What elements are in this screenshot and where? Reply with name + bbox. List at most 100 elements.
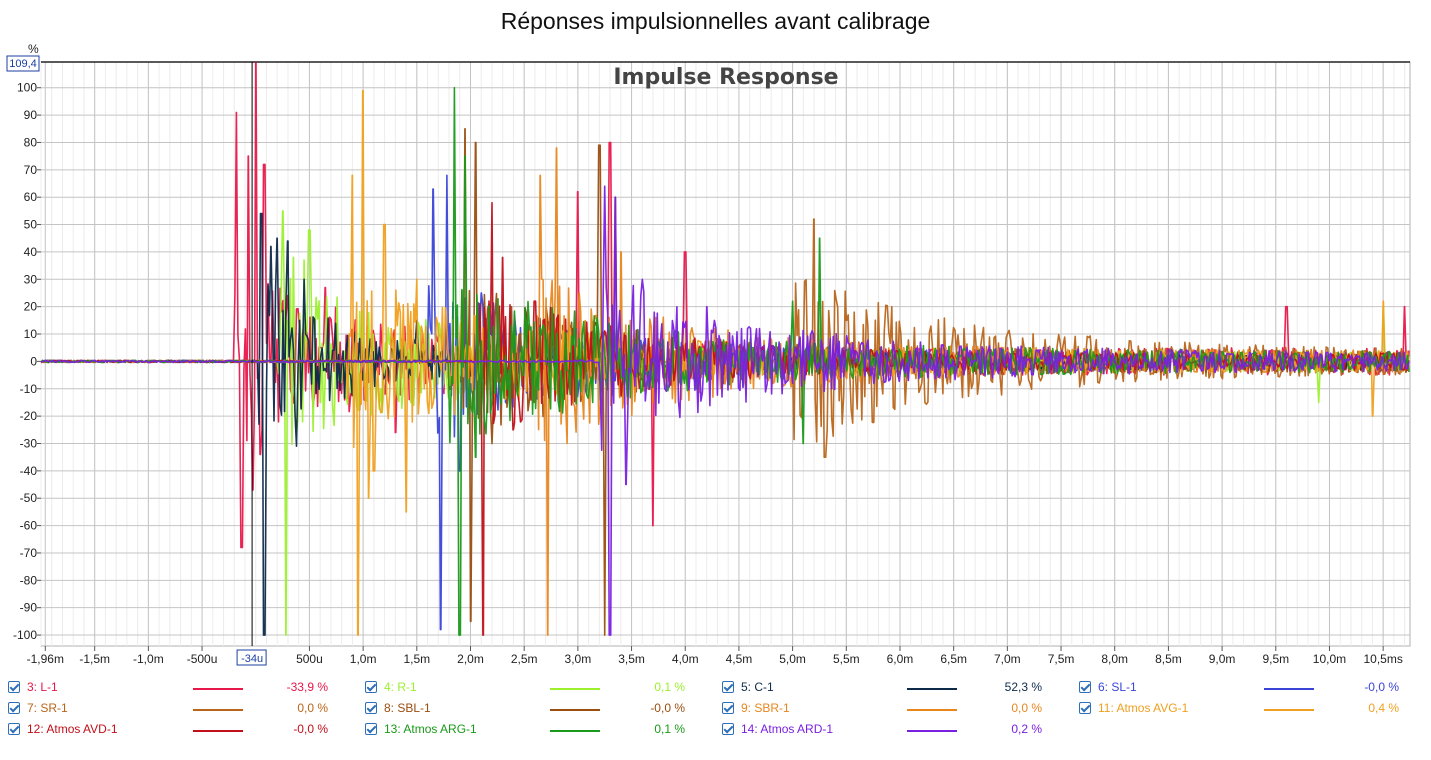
legend-checkbox[interactable]: [365, 723, 377, 735]
legend-series-name: 12: Atmos AVD-1: [27, 722, 118, 736]
series-line-11[interactable]: [40, 185, 1410, 636]
y-tick-label: 10: [24, 327, 38, 341]
y-tick-label: 90: [24, 108, 38, 122]
legend-line-swatch: [550, 730, 600, 732]
impulse-response-chart[interactable]: -1,96m -1,5m -1,0m -500u 500u 1,0m 1,5m 2,0m 2,5…: [0, 0, 1431, 672]
legend-value: 52,3 %: [1004, 680, 1042, 694]
legend-series-name: 14: Atmos ARD-1: [741, 722, 834, 736]
legend-item[interactable]: 11: Atmos AVG-1 0,4 %: [1079, 699, 1419, 719]
x-tick-label: 5,0m: [779, 652, 806, 666]
legend-value: 0,1 %: [654, 722, 685, 736]
legend-item[interactable]: 7: SR-1 0,0 %: [8, 699, 348, 719]
legend-item[interactable]: 3: L-1 -33,9 %: [8, 678, 348, 698]
legend-series-name: 7: SR-1: [27, 701, 68, 715]
x-tick-label: 5,5m: [833, 652, 860, 666]
y-tick-label: -10: [20, 382, 38, 396]
x-tick-label: 10,0m: [1313, 652, 1346, 666]
cursor-y-label: 109,4: [9, 58, 37, 70]
x-tick-label: 8,5m: [1155, 652, 1182, 666]
legend-series-name: 5: C-1: [741, 680, 774, 694]
legend-item[interactable]: 9: SBR-1 0,0 %: [722, 699, 1062, 719]
y-tick-label: 100: [17, 81, 37, 95]
legend-line-swatch: [907, 730, 957, 732]
chart-title: Impulse Response: [613, 65, 838, 90]
page-title: Réponses impulsionnelles avant calibrage: [500, 8, 931, 34]
legend-line-swatch: [193, 688, 243, 690]
x-tick-label: 6,5m: [940, 652, 967, 666]
legend-item[interactable]: 8: SBL-1 -0,0 %: [365, 699, 705, 719]
y-tick-label: 50: [24, 218, 38, 232]
legend-series-name: 4: R-1: [384, 680, 417, 694]
y-axis-label: %: [28, 42, 39, 56]
x-tick-label: -1,96m: [27, 652, 64, 666]
legend-line-swatch: [193, 709, 243, 711]
legend-item[interactable]: 5: C-1 52,3 %: [722, 678, 1062, 698]
legend-checkbox[interactable]: [1079, 681, 1091, 693]
legend-value: 0,1 %: [654, 680, 685, 694]
legend-item[interactable]: 13: Atmos ARG-1 0,1 %: [365, 720, 705, 740]
y-tick-label: -70: [20, 546, 38, 560]
x-tick-label: 9,5m: [1262, 652, 1289, 666]
y-tick-label: -60: [20, 519, 38, 533]
y-tick-label: 0: [30, 354, 37, 368]
legend-series-name: 9: SBR-1: [741, 701, 790, 715]
x-tick-label: 10,5ms: [1363, 652, 1402, 666]
y-tick-label: -80: [20, 573, 38, 587]
y-tick-label: 60: [24, 190, 38, 204]
legend-checkbox[interactable]: [365, 681, 377, 693]
legend-line-swatch: [550, 688, 600, 690]
legend-item[interactable]: 6: SL-1 -0,0 %: [1079, 678, 1419, 698]
x-tick-label: 4,0m: [672, 652, 699, 666]
legend-series-name: 13: Atmos ARG-1: [384, 722, 477, 736]
y-tick-label: -40: [20, 464, 38, 478]
legend-value: 0,0 %: [1011, 701, 1042, 715]
y-tick-label: 80: [24, 135, 38, 149]
cursor-x-label: -34u: [241, 653, 263, 665]
y-tick-label: 20: [24, 300, 38, 314]
x-tick-label: 3,0m: [565, 652, 592, 666]
legend-checkbox[interactable]: [722, 702, 734, 714]
legend-value: -0,0 %: [650, 701, 685, 715]
legend-series-name: 3: L-1: [27, 680, 58, 694]
y-tick-label: -50: [20, 491, 38, 505]
x-tick-label: 4,5m: [726, 652, 753, 666]
legend-series-name: 6: SL-1: [1098, 680, 1137, 694]
cursor-x-box: [236, 649, 267, 666]
y-tick-label: -30: [20, 436, 38, 450]
legend-checkbox[interactable]: [365, 702, 377, 714]
legend-line-swatch: [1264, 688, 1314, 690]
legend-line-swatch: [907, 709, 957, 711]
legend-value: -33,9 %: [286, 680, 328, 694]
legend-value: 0,0 %: [297, 701, 328, 715]
legend-checkbox[interactable]: [8, 723, 20, 735]
x-tick-label: 500u: [296, 652, 323, 666]
x-tick-label: -1,5m: [79, 652, 110, 666]
legend-value: 0,2 %: [1011, 722, 1042, 736]
legend-value: -0,0 %: [293, 722, 328, 736]
x-tick-label: 6,0m: [887, 652, 914, 666]
legend-item[interactable]: 12: Atmos AVD-1 -0,0 %: [8, 720, 348, 740]
legend-checkbox[interactable]: [722, 723, 734, 735]
legend-line-swatch: [1264, 709, 1314, 711]
legend-value: 0,4 %: [1368, 701, 1399, 715]
legend: 3: L-1 -33,9 % 4: R-1 0,1 % 5: C-1 52,3 % 6: S…: [0, 674, 1431, 760]
x-tick-label: 1,0m: [350, 652, 377, 666]
y-tick-label: 40: [24, 245, 38, 259]
x-tick-label: 7,0m: [994, 652, 1021, 666]
legend-checkbox[interactable]: [1079, 702, 1091, 714]
legend-item[interactable]: 14: Atmos ARD-1 0,2 %: [722, 720, 1062, 740]
x-tick-label: 1,5m: [403, 652, 430, 666]
legend-item[interactable]: 4: R-1 0,1 %: [365, 678, 705, 698]
x-tick-label: 2,0m: [457, 652, 484, 666]
legend-line-swatch: [907, 688, 957, 690]
x-tick-label: 9,0m: [1209, 652, 1236, 666]
legend-checkbox[interactable]: [8, 702, 20, 714]
legend-checkbox[interactable]: [722, 681, 734, 693]
y-tick-label: 70: [24, 163, 38, 177]
cursor-y-box: [6, 55, 40, 72]
x-tick-label: 2,5m: [511, 652, 538, 666]
legend-series-name: 11: Atmos AVG-1: [1098, 701, 1189, 715]
x-tick-label: 8,0m: [1101, 652, 1128, 666]
legend-checkbox[interactable]: [8, 681, 20, 693]
y-tick-label: -90: [20, 601, 38, 615]
